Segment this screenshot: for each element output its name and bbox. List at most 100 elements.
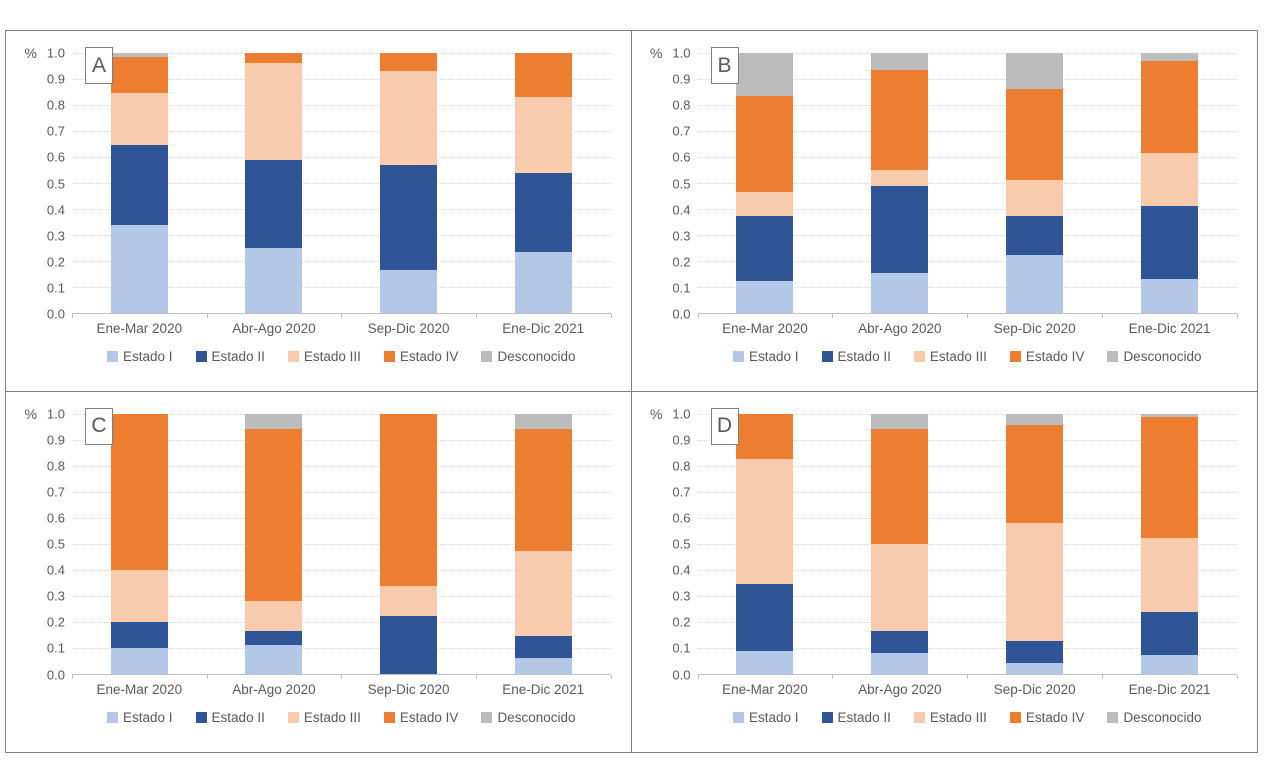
panel-label: B [717,53,732,77]
segment-estado-iii [1006,180,1064,216]
gridline [697,595,1237,597]
segment-estado-iii [380,71,438,165]
y-tick-label: 1.0 [46,45,65,61]
gridline [72,105,611,106]
y-tick-label: 0.3 [46,228,65,244]
legend-label: Desconocido [1123,709,1202,725]
y-tick-label: 0.9 [672,432,691,448]
estado-ii-swatch-icon [821,711,833,723]
segment-estado-iii [514,551,572,636]
category-label: Abr-Ago 2020 [858,681,942,697]
x-tick-mark [832,674,834,679]
category-label: Ene-Mar 2020 [96,681,183,697]
segment-estado-ii [1006,215,1064,255]
legend-item-estado-iv: Estado IV [383,349,458,364]
segment-estado-ii [245,159,303,248]
category-label: Abr-Ago 2020 [858,321,942,336]
legend-label: Desconocido [1123,349,1202,364]
segment-estado-ii [245,630,303,645]
stacked-bar [514,53,572,313]
chart-panel-c: % 1.0 0.9 0.8 0.7 0.6 0.5 0.4 0.3 0.2 0.1 0.0 C Ene-M… [6,391,632,752]
chart-panel-a: % 1.0 0.9 0.8 0.7 0.6 0.5 0.4 0.3 0.2 0.1 0.0 A Ene-M… [6,31,632,392]
y-tick-label: 0.4 [672,562,691,578]
segment-estado-iii [1141,538,1199,613]
segment-estado-iii [245,600,303,631]
chart-panel-d: % 1.0 0.9 0.8 0.7 0.6 0.5 0.4 0.3 0.2 0.1 0.0 D Ene-M… [632,392,1258,753]
segment-estado-ii [514,172,572,252]
x-axis-row: Ene-Mar 2020 Abr-Ago 2020 Sep-Dic 2020 Ene-… [642,321,1238,336]
segment-estado-iv [1141,60,1199,154]
segment-estado-i [514,251,572,313]
x-axis: Ene-Mar 2020 Abr-Ago 2020 Sep-Dic 2020 Ene-… [72,321,611,336]
legend-label: Desconocido [497,349,576,364]
y-axis-unit-label: % [24,405,37,422]
y-tick-label: 0.3 [672,588,691,604]
legend-item-estado-ii: Estado II [821,710,891,725]
legend-label: Estado III [303,349,361,364]
stacked-bar [1141,53,1199,313]
category-label: Ene-Dic 2021 [502,681,585,697]
legend-item-estado-iv: Estado IV [1009,349,1084,364]
segment-desconocido [736,53,794,96]
legend-label: Estado I [123,709,173,725]
segment-estado-iii [736,192,794,216]
bar-slot [832,53,967,313]
x-tick-mark [967,314,969,318]
gridline [72,595,611,597]
segment-estado-iii [871,170,929,186]
bar-slot [1102,53,1237,313]
segment-estado-iii [380,586,438,617]
y-tick-label: 0.1 [672,640,691,656]
charts-frame: % 1.0 0.9 0.8 0.7 0.6 0.5 0.4 0.3 0.2 0.1 0.0 A Ene-M… [5,30,1258,753]
y-axis-unit-label: % [24,45,37,61]
segment-estado-iv [871,69,929,171]
stacked-bar [1141,413,1199,674]
y-tick-label: 0.8 [672,97,691,113]
segment-estado-i [1006,663,1064,674]
legend-label: Estado I [749,349,799,364]
legend-label: Estado III [303,709,361,725]
category-label: Sep-Dic 2020 [367,321,450,336]
legend: Estado I Estado II Estado III Estado IV Desc… [698,349,1238,364]
estado-ii-swatch-icon [821,351,833,362]
gridline [697,53,1237,54]
stacked-bar [110,413,168,674]
gridline [697,569,1237,571]
legend-item-estado-iii: Estado III [287,709,361,725]
estado-i-swatch-icon [107,351,119,362]
y-axis-unit-label: % [650,405,663,422]
gridline [72,569,611,571]
legend-row: Estado I Estado II Estado III Estado IV Desc… [642,710,1238,725]
legend-item-estado-i: Estado I [107,349,173,364]
gridline [697,79,1237,80]
bar-slot [341,413,476,674]
panel-label-box: A [85,47,113,84]
y-tick-label: 0.1 [46,280,65,296]
legend-item-estado-i: Estado I [733,349,799,364]
segment-estado-iv [110,413,168,570]
segment-desconocido [110,53,168,57]
bar-slot [967,53,1102,313]
x-tick-mark [1102,314,1104,318]
legend-item-estado-iv: Estado IV [383,710,458,725]
gridline [72,465,611,467]
category-label: Ene-Dic 2021 [502,321,585,336]
stacked-bar [110,53,168,313]
legend-spacer [16,710,72,725]
estado-iv-swatch-icon [1009,351,1021,362]
segment-estado-i [871,272,929,313]
y-tick-label: 0.2 [672,254,691,270]
legend-label: Estado I [123,349,173,364]
gridline [72,261,611,262]
gridline [697,105,1237,106]
estado-ii-swatch-icon [195,711,207,723]
segment-estado-iv [245,53,303,64]
legend-label: Estado II [211,709,265,725]
x-tick-mark [206,674,208,679]
segment-estado-i [1006,254,1064,313]
y-tick-label: 1.0 [672,45,691,61]
x-axis-row: Ene-Mar 2020 Abr-Ago 2020 Sep-Dic 2020 Ene-… [642,682,1238,697]
estado-iii-swatch-icon [287,711,299,723]
panel-label: D [716,414,733,437]
gridline [72,517,611,519]
